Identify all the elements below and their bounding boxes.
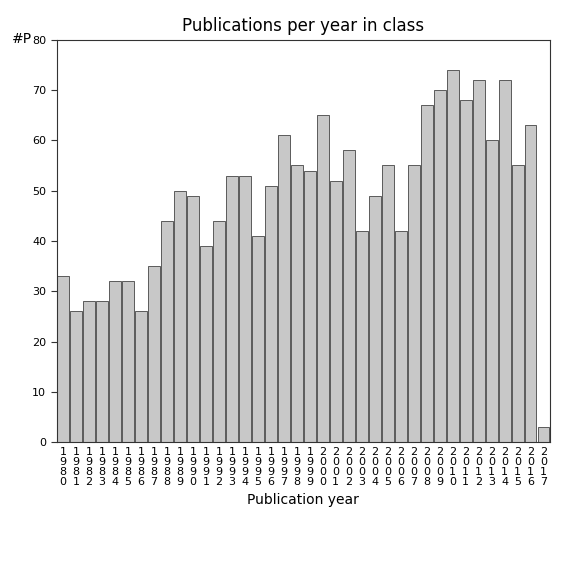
Bar <box>83 302 95 442</box>
Bar <box>538 427 549 442</box>
Bar <box>382 166 393 442</box>
Bar <box>460 100 472 442</box>
Bar <box>174 191 186 442</box>
Bar <box>187 196 199 442</box>
Bar <box>213 221 225 442</box>
Title: Publications per year in class: Publications per year in class <box>182 18 425 35</box>
Bar <box>304 171 316 442</box>
Bar <box>447 70 459 442</box>
Bar <box>122 281 134 442</box>
Bar <box>421 105 433 442</box>
Bar <box>356 231 368 442</box>
Bar <box>200 246 212 442</box>
X-axis label: Publication year: Publication year <box>247 493 359 507</box>
Bar <box>226 176 238 442</box>
Bar <box>135 311 147 442</box>
Bar <box>291 166 303 442</box>
Bar <box>330 180 342 442</box>
Bar <box>524 125 536 442</box>
Bar <box>317 115 329 442</box>
Bar <box>239 176 251 442</box>
Bar <box>57 276 69 442</box>
Bar <box>343 150 355 442</box>
Bar <box>70 311 82 442</box>
Bar <box>369 196 380 442</box>
Bar <box>473 80 485 442</box>
Bar <box>96 302 108 442</box>
Bar <box>434 90 446 442</box>
Bar <box>395 231 407 442</box>
Bar <box>511 166 523 442</box>
Bar <box>265 185 277 442</box>
Bar <box>498 80 510 442</box>
Bar <box>408 166 420 442</box>
Bar <box>485 141 498 442</box>
Bar <box>278 136 290 442</box>
Bar <box>252 236 264 442</box>
Y-axis label: #P: #P <box>12 32 32 45</box>
Bar <box>161 221 173 442</box>
Bar <box>148 266 160 442</box>
Bar <box>109 281 121 442</box>
